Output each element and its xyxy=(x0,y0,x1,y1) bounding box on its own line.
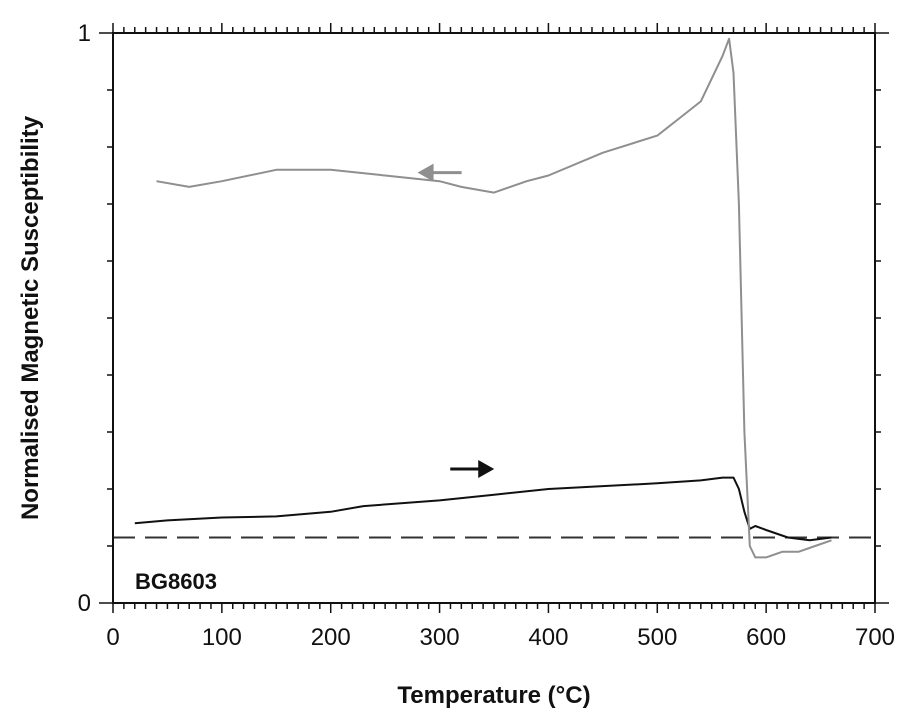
direction-arrows xyxy=(417,163,495,479)
x-tick-label: 500 xyxy=(637,624,677,651)
cooling-arrow xyxy=(417,163,462,182)
y-tick-label: 1 xyxy=(78,20,91,47)
x-tick-label: 200 xyxy=(311,624,351,651)
heating-arrow xyxy=(450,460,495,479)
cooling-curve xyxy=(156,37,832,559)
y-axis-title: Normalised Magnetic Susceptibility xyxy=(17,115,44,520)
arrow-head xyxy=(478,460,495,479)
x-axis-title: Temperature (°C) xyxy=(397,682,590,709)
sample-label: BG8603 xyxy=(135,569,217,594)
x-tick-label: 100 xyxy=(202,624,242,651)
x-tick-label: 600 xyxy=(746,624,786,651)
x-tick-label: 400 xyxy=(528,624,568,651)
x-tick-label: 300 xyxy=(420,624,460,651)
y-tick-label: 0 xyxy=(78,590,91,617)
x-tick-label: 0 xyxy=(106,624,119,651)
tick-labels: 0 100 200 300 400 500 600 700 0 1 xyxy=(78,20,895,651)
plot-frame xyxy=(112,32,876,604)
arrow-head xyxy=(417,163,434,182)
x-tick-label: 700 xyxy=(855,624,895,651)
heating-curve xyxy=(134,476,832,542)
series-layer xyxy=(134,37,832,559)
axis-ticks xyxy=(99,23,889,613)
